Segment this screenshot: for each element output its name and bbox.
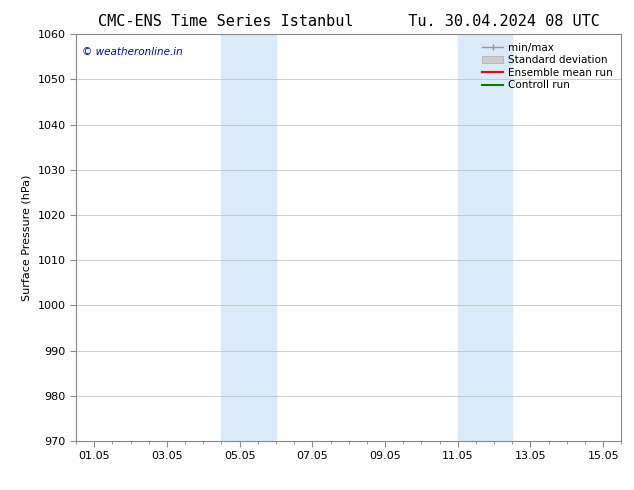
Bar — [221, 34, 276, 441]
Y-axis label: Surface Pressure (hPa): Surface Pressure (hPa) — [22, 174, 32, 301]
Text: © weatheronline.in: © weatheronline.in — [82, 47, 183, 56]
Legend: min/max, Standard deviation, Ensemble mean run, Controll run: min/max, Standard deviation, Ensemble me… — [479, 40, 616, 94]
Bar — [458, 34, 512, 441]
Title: CMC-ENS Time Series Istanbul      Tu. 30.04.2024 08 UTC: CMC-ENS Time Series Istanbul Tu. 30.04.2… — [98, 14, 600, 29]
